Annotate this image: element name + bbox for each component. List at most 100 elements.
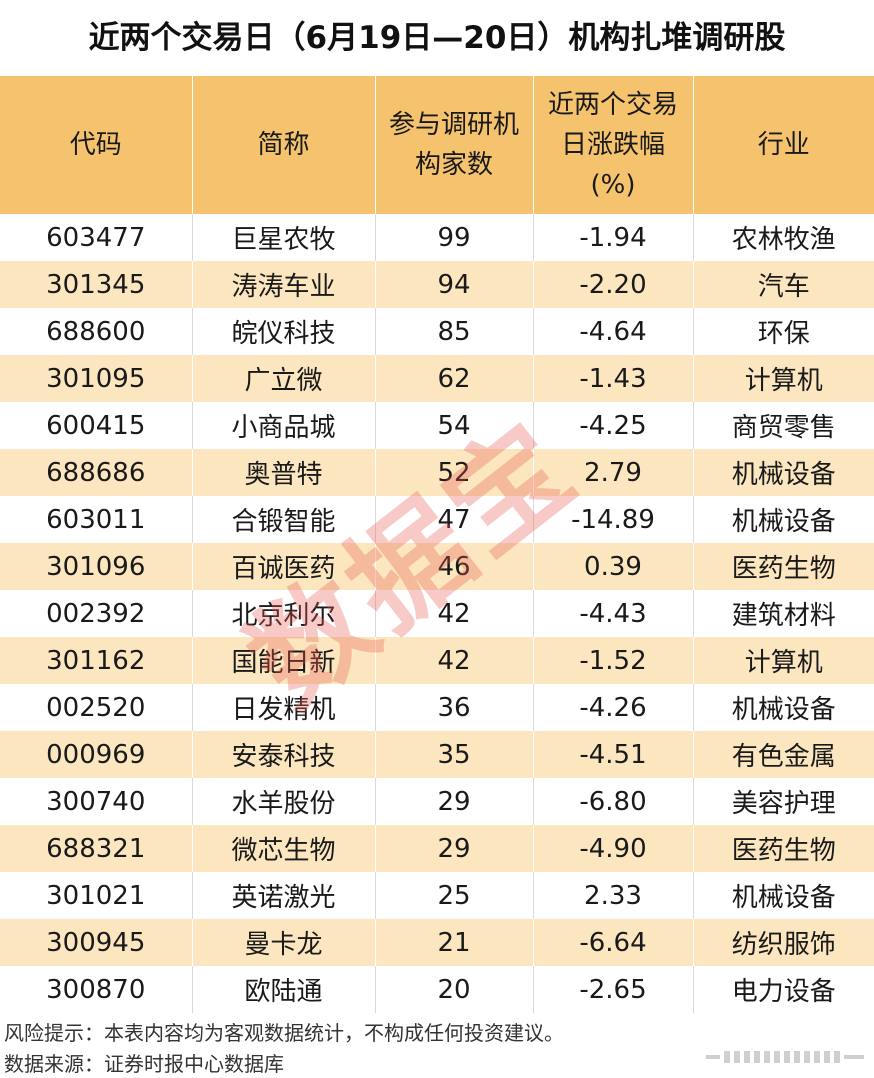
cell-price-change: 2.79 (532, 449, 693, 496)
table-row: 300945 曼卡龙 21 -6.64 纺织服饰 (0, 919, 874, 966)
cell-price-change: -4.51 (532, 731, 693, 778)
cell-short-name: 日发精机 (191, 684, 375, 731)
cell-price-change: -4.90 (532, 825, 693, 872)
cell-institution-count: 99 (374, 214, 533, 261)
cell-code: 688321 (0, 825, 192, 872)
cell-institution-count: 42 (374, 590, 533, 637)
cell-industry: 建筑材料 (692, 590, 874, 637)
cell-short-name: 英诺激光 (191, 872, 375, 919)
header-short-name: 简称 (191, 76, 375, 214)
cell-institution-count: 20 (374, 966, 533, 1013)
cell-industry: 计算机 (692, 637, 874, 684)
cell-code: 300740 (0, 778, 192, 825)
cell-code: 688686 (0, 449, 192, 496)
table-row: 002520 日发精机 36 -4.26 机械设备 (0, 684, 874, 731)
table-row: 301021 英诺激光 25 2.33 机械设备 (0, 872, 874, 919)
cell-code: 301345 (0, 261, 192, 308)
cell-code: 000969 (0, 731, 192, 778)
cell-short-name: 巨星农牧 (191, 214, 375, 261)
cell-short-name: 百诚医药 (191, 543, 375, 590)
cell-short-name: 合锻智能 (191, 496, 375, 543)
cell-industry: 机械设备 (692, 684, 874, 731)
cell-institution-count: 62 (374, 355, 533, 402)
cell-price-change: -4.64 (532, 308, 693, 355)
table-row: 603011 合锻智能 47 -14.89 机械设备 (0, 496, 874, 543)
cell-institution-count: 21 (374, 919, 533, 966)
header-industry: 行业 (692, 76, 874, 214)
brand-logo-mark (706, 1051, 864, 1063)
cell-institution-count: 85 (374, 308, 533, 355)
header-institution-count: 参与调研机 构家数 (374, 76, 533, 214)
cell-short-name: 曼卡龙 (191, 919, 375, 966)
cell-short-name: 安泰科技 (191, 731, 375, 778)
cell-short-name: 小商品城 (191, 402, 375, 449)
cell-industry: 农林牧渔 (692, 214, 874, 261)
cell-industry: 机械设备 (692, 449, 874, 496)
cell-code: 002520 (0, 684, 192, 731)
cell-short-name: 微芯生物 (191, 825, 375, 872)
cell-price-change: -2.20 (532, 261, 693, 308)
cell-short-name: 奥普特 (191, 449, 375, 496)
cell-price-change: -2.65 (532, 966, 693, 1013)
cell-price-change: -4.26 (532, 684, 693, 731)
cell-institution-count: 36 (374, 684, 533, 731)
cell-institution-count: 29 (374, 825, 533, 872)
table-row: 600415 小商品城 54 -4.25 商贸零售 (0, 402, 874, 449)
cell-institution-count: 54 (374, 402, 533, 449)
cell-short-name: 国能日新 (191, 637, 375, 684)
cell-institution-count: 25 (374, 872, 533, 919)
cell-institution-count: 42 (374, 637, 533, 684)
cell-price-change: -6.64 (532, 919, 693, 966)
cell-industry: 计算机 (692, 355, 874, 402)
cell-industry: 环保 (692, 308, 874, 355)
cell-price-change: -1.43 (532, 355, 693, 402)
cell-industry: 电力设备 (692, 966, 874, 1013)
cell-price-change: -6.80 (532, 778, 693, 825)
cell-industry: 商贸零售 (692, 402, 874, 449)
data-source-note: 数据来源：证券时报中心数据库 (4, 1052, 284, 1076)
table-row: 603477 巨星农牧 99 -1.94 农林牧渔 (0, 214, 874, 261)
table-row: 301345 涛涛车业 94 -2.20 汽车 (0, 261, 874, 308)
cell-short-name: 涛涛车业 (191, 261, 375, 308)
table-row: 688686 奥普特 52 2.79 机械设备 (0, 449, 874, 496)
table-row: 688321 微芯生物 29 -4.90 医药生物 (0, 825, 874, 872)
cell-price-change: -4.43 (532, 590, 693, 637)
cell-industry: 有色金属 (692, 731, 874, 778)
cell-code: 600415 (0, 402, 192, 449)
page-title: 近两个交易日（6月19日—20日）机构扎堆调研股 (88, 20, 786, 56)
cell-price-change: -4.25 (532, 402, 693, 449)
cell-code: 002392 (0, 590, 192, 637)
cell-institution-count: 29 (374, 778, 533, 825)
institution-research-table: 代码 简称 参与调研机 构家数 近两个交易 日涨跌幅 (%) 行业 603477… (0, 76, 874, 1013)
cell-industry: 机械设备 (692, 496, 874, 543)
cell-industry: 美容护理 (692, 778, 874, 825)
cell-code: 300870 (0, 966, 192, 1013)
cell-institution-count: 46 (374, 543, 533, 590)
cell-short-name: 广立微 (191, 355, 375, 402)
table-row: 301096 百诚医药 46 0.39 医药生物 (0, 543, 874, 590)
table-row: 301095 广立微 62 -1.43 计算机 (0, 355, 874, 402)
cell-institution-count: 52 (374, 449, 533, 496)
risk-disclaimer: 风险提示：本表内容均为客观数据统计，不构成任何投资建议。 (4, 1021, 564, 1045)
cell-short-name: 皖仪科技 (191, 308, 375, 355)
cell-short-name: 水羊股份 (191, 778, 375, 825)
cell-code: 688600 (0, 308, 192, 355)
cell-code: 301095 (0, 355, 192, 402)
table-row: 300870 欧陆通 20 -2.65 电力设备 (0, 966, 874, 1013)
cell-price-change: -1.94 (532, 214, 693, 261)
cell-industry: 医药生物 (692, 543, 874, 590)
table-header-row: 代码 简称 参与调研机 构家数 近两个交易 日涨跌幅 (%) 行业 (0, 76, 874, 214)
header-code: 代码 (0, 76, 192, 214)
cell-institution-count: 47 (374, 496, 533, 543)
cell-price-change: -1.52 (532, 637, 693, 684)
cell-short-name: 北京利尔 (191, 590, 375, 637)
cell-code: 301021 (0, 872, 192, 919)
cell-industry: 纺织服饰 (692, 919, 874, 966)
cell-short-name: 欧陆通 (191, 966, 375, 1013)
cell-price-change: -14.89 (532, 496, 693, 543)
table-row: 301162 国能日新 42 -1.52 计算机 (0, 637, 874, 684)
table-body: 603477 巨星农牧 99 -1.94 农林牧渔 301345 涛涛车业 94 -2.20 汽车… (0, 214, 874, 1013)
cell-institution-count: 35 (374, 731, 533, 778)
cell-code: 603011 (0, 496, 192, 543)
cell-price-change: 2.33 (532, 872, 693, 919)
